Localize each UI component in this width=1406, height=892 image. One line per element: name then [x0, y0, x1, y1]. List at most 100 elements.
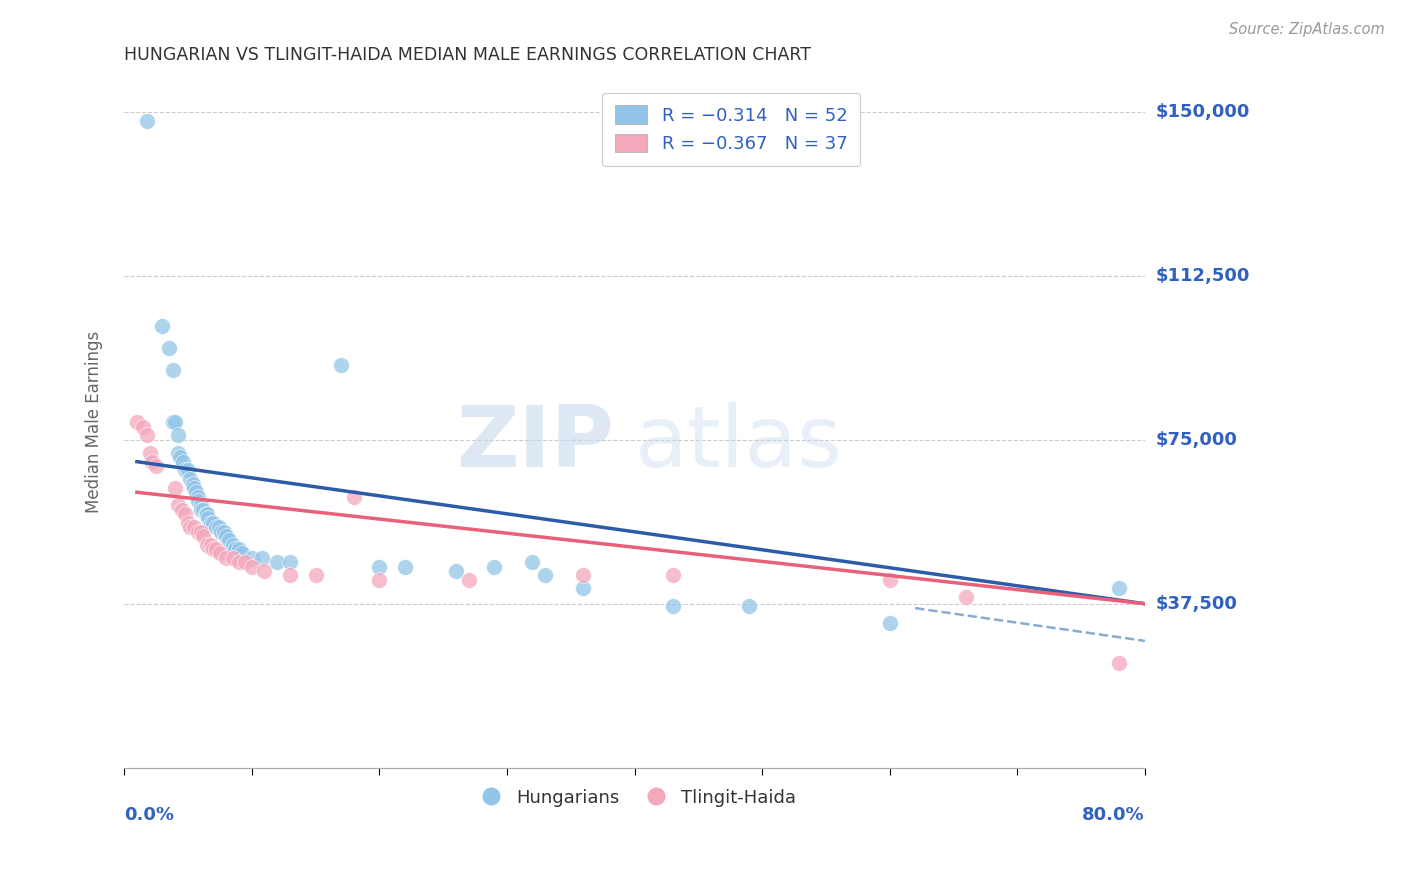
Tlingit-Haida	[572, 568, 595, 582]
Tlingit-Haida	[343, 490, 366, 504]
Tlingit-Haida	[165, 481, 187, 495]
Hungarians	[522, 555, 544, 569]
Hungarians	[162, 363, 184, 377]
Hungarians	[187, 490, 209, 504]
Tlingit-Haida	[278, 568, 301, 582]
Hungarians	[200, 516, 222, 530]
Hungarians	[174, 463, 197, 477]
Hungarians	[162, 415, 184, 429]
Hungarians	[534, 568, 557, 582]
Hungarians	[215, 529, 238, 543]
Tlingit-Haida	[235, 555, 257, 569]
Hungarians	[157, 341, 180, 355]
Y-axis label: Median Male Earnings: Median Male Earnings	[86, 331, 103, 514]
Text: Source: ZipAtlas.com: Source: ZipAtlas.com	[1229, 22, 1385, 37]
Hungarians	[879, 616, 901, 631]
Text: atlas: atlas	[634, 401, 842, 484]
Tlingit-Haida	[1108, 656, 1130, 670]
Tlingit-Haida	[141, 455, 163, 469]
Hungarians	[205, 520, 228, 534]
Tlingit-Haida	[187, 524, 209, 539]
Tlingit-Haida	[179, 520, 201, 534]
Hungarians	[177, 463, 200, 477]
Hungarians	[266, 555, 288, 569]
Tlingit-Haida	[166, 499, 188, 513]
Hungarians	[250, 550, 273, 565]
Tlingit-Haida	[136, 428, 159, 442]
Hungarians	[662, 599, 685, 613]
Hungarians	[184, 485, 207, 500]
Tlingit-Haida	[205, 542, 228, 557]
Hungarians	[195, 507, 218, 521]
Hungarians	[212, 524, 235, 539]
Tlingit-Haida	[215, 550, 238, 565]
Hungarians	[187, 494, 209, 508]
Hungarians	[183, 481, 205, 495]
Text: $75,000: $75,000	[1156, 431, 1237, 449]
Tlingit-Haida	[174, 507, 197, 521]
Text: 80.0%: 80.0%	[1083, 805, 1144, 823]
Legend: Hungarians, Tlingit-Haida: Hungarians, Tlingit-Haida	[465, 781, 803, 814]
Tlingit-Haida	[183, 520, 205, 534]
Hungarians	[231, 546, 253, 560]
Hungarians	[228, 542, 250, 557]
Tlingit-Haida	[221, 550, 243, 565]
Tlingit-Haida	[240, 559, 263, 574]
Hungarians	[169, 450, 191, 465]
Tlingit-Haida	[253, 564, 276, 578]
Hungarians	[194, 507, 217, 521]
Hungarians	[190, 499, 212, 513]
Tlingit-Haida	[125, 415, 148, 429]
Text: $150,000: $150,000	[1156, 103, 1250, 120]
Tlingit-Haida	[190, 524, 212, 539]
Tlingit-Haida	[145, 458, 167, 473]
Hungarians	[197, 511, 219, 525]
Tlingit-Haida	[879, 573, 901, 587]
Hungarians	[330, 359, 353, 373]
Hungarians	[482, 559, 505, 574]
Text: $112,500: $112,500	[1156, 267, 1250, 285]
Hungarians	[444, 564, 467, 578]
Hungarians	[240, 550, 263, 565]
Hungarians	[172, 455, 194, 469]
Hungarians	[190, 502, 212, 516]
Tlingit-Haida	[304, 568, 326, 582]
Hungarians	[152, 319, 174, 334]
Tlingit-Haida	[208, 546, 231, 560]
Hungarians	[165, 415, 187, 429]
Hungarians	[179, 472, 201, 486]
Tlingit-Haida	[368, 573, 391, 587]
Hungarians	[207, 520, 229, 534]
Tlingit-Haida	[228, 555, 250, 569]
Hungarians	[166, 446, 188, 460]
Tlingit-Haida	[132, 419, 155, 434]
Hungarians	[394, 559, 416, 574]
Hungarians	[221, 538, 243, 552]
Tlingit-Haida	[170, 502, 193, 516]
Tlingit-Haida	[955, 590, 977, 604]
Hungarians	[1108, 582, 1130, 596]
Hungarians	[166, 428, 188, 442]
Hungarians	[136, 113, 159, 128]
Hungarians	[224, 542, 246, 557]
Hungarians	[278, 555, 301, 569]
Hungarians	[181, 476, 204, 491]
Hungarians	[202, 516, 225, 530]
Tlingit-Haida	[202, 542, 225, 557]
Tlingit-Haida	[138, 446, 160, 460]
Tlingit-Haida	[177, 516, 200, 530]
Tlingit-Haida	[193, 529, 215, 543]
Hungarians	[368, 559, 391, 574]
Text: $37,500: $37,500	[1156, 595, 1237, 613]
Text: HUNGARIAN VS TLINGIT-HAIDA MEDIAN MALE EARNINGS CORRELATION CHART: HUNGARIAN VS TLINGIT-HAIDA MEDIAN MALE E…	[124, 46, 811, 64]
Text: ZIP: ZIP	[457, 401, 614, 484]
Tlingit-Haida	[200, 538, 222, 552]
Hungarians	[572, 582, 595, 596]
Hungarians	[738, 599, 761, 613]
Text: 0.0%: 0.0%	[124, 805, 174, 823]
Tlingit-Haida	[195, 538, 218, 552]
Tlingit-Haida	[662, 568, 685, 582]
Hungarians	[209, 524, 232, 539]
Hungarians	[193, 502, 215, 516]
Tlingit-Haida	[457, 573, 479, 587]
